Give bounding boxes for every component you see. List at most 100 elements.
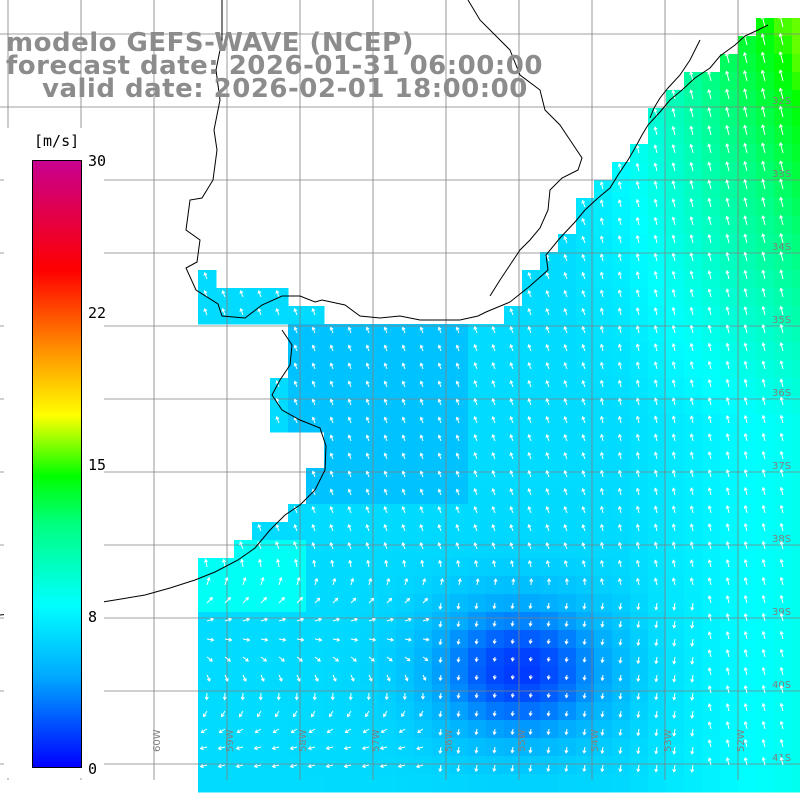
wind-vector-arrow <box>546 254 550 262</box>
wind-vector-arrow <box>619 638 622 645</box>
wind-speed-cell <box>666 450 685 469</box>
wind-vector-arrow <box>726 559 730 568</box>
wind-vector-arrowhead <box>707 541 712 546</box>
wind-vector-arrowhead <box>707 288 712 293</box>
wind-speed-cell <box>774 198 793 217</box>
wind-vector-arrowhead <box>653 541 658 546</box>
wind-vector-arrowhead <box>199 764 204 769</box>
wind-vector-arrow <box>278 674 283 682</box>
wind-vector-arrowhead <box>564 731 569 736</box>
wind-speed-cell <box>288 594 307 613</box>
wind-vector-arrowhead <box>779 160 784 165</box>
wind-vector-arrowhead <box>707 179 712 184</box>
wind-speed-cell <box>342 576 361 595</box>
wind-speed-cell <box>702 576 721 595</box>
wind-vector-arrowhead <box>473 542 478 546</box>
wind-vector-arrowhead <box>397 764 402 768</box>
wind-vector-arrowhead <box>599 217 604 222</box>
wind-vector-arrowhead <box>240 696 245 701</box>
wind-vector-arrow <box>368 674 373 682</box>
wind-vector-arrow <box>672 361 676 370</box>
wind-speed-cell <box>792 702 800 721</box>
wind-speed-cell <box>540 288 559 307</box>
wind-vector-arrow <box>528 434 532 442</box>
wind-speed-cell <box>522 576 541 595</box>
wind-speed-cell <box>360 324 379 343</box>
wind-vector-arrowhead <box>743 469 748 473</box>
wind-speed-cell <box>252 306 271 325</box>
wind-speed-cell <box>306 756 325 775</box>
wind-vector-arrowhead <box>401 380 406 385</box>
wind-speed-cell <box>216 288 235 307</box>
wind-vector-arrowhead <box>401 488 406 493</box>
wind-vector-arrowhead <box>743 142 748 147</box>
wind-speed-cell <box>594 432 613 451</box>
wind-vector-arrow <box>330 345 334 352</box>
wind-vector-arrow <box>600 398 604 406</box>
wind-vector-arrowhead <box>546 694 551 699</box>
wind-vector-arrowhead <box>527 542 532 547</box>
wind-speed-cell <box>576 558 595 577</box>
wind-vector-arrow <box>762 595 766 604</box>
wind-speed-cell <box>522 414 541 433</box>
wind-vector-arrowhead <box>672 768 677 773</box>
wind-vector-arrowhead <box>275 524 280 528</box>
wind-vector-arrow <box>366 453 370 460</box>
wind-speed-cell <box>738 54 757 73</box>
wind-vector-arrowhead <box>401 326 406 331</box>
wind-vector-arrowhead <box>383 326 388 331</box>
wind-speed-cell <box>576 288 595 307</box>
wind-vector-arrowhead <box>296 576 301 581</box>
wind-vector-arrow <box>708 71 712 82</box>
wind-vector-arrow <box>546 452 550 460</box>
wind-speed-cell <box>324 396 343 415</box>
wind-vector-arrowhead <box>457 578 462 582</box>
wind-vector-arrowhead <box>491 326 496 330</box>
wind-vector-arrow <box>456 489 460 496</box>
wind-speed-cell <box>576 396 595 415</box>
wind-speed-cell <box>432 360 451 379</box>
wind-vector-arrowhead <box>617 343 622 348</box>
wind-vector-arrowhead <box>228 637 233 642</box>
wind-vector-arrowhead <box>707 379 712 383</box>
wind-speed-cell <box>774 18 793 37</box>
wind-vector-arrowhead <box>581 560 586 564</box>
wind-vector-arrow <box>510 380 514 388</box>
wind-vector-arrow <box>672 560 676 568</box>
wind-speed-cell <box>486 324 505 343</box>
wind-vector-arrowhead <box>689 270 694 275</box>
wind-vector-arrowhead <box>203 713 207 718</box>
wind-vector-arrow <box>366 524 370 532</box>
wind-vector-arrowhead <box>510 559 514 564</box>
wind-vector-arrowhead <box>564 658 569 663</box>
wind-speed-cell <box>738 450 757 469</box>
wind-vector-arrowhead <box>689 361 694 365</box>
wind-vector-arrow <box>456 327 460 334</box>
wind-vector-arrow <box>780 523 784 532</box>
wind-speed-cell <box>360 738 379 757</box>
wind-vector-arrow <box>726 288 730 298</box>
wind-vector-arrowhead <box>707 215 712 220</box>
wind-vector-arrowhead <box>689 433 694 438</box>
wind-speed-cell <box>738 558 757 577</box>
wind-vector-arrowhead <box>635 289 640 294</box>
wind-vector-arrow <box>368 656 375 662</box>
wind-vector-arrow <box>744 505 748 514</box>
wind-vector-arrowhead <box>545 326 550 330</box>
wind-vector-arrowhead <box>365 524 370 528</box>
wind-vector-arrow <box>744 577 748 586</box>
wind-speed-cell <box>720 378 739 397</box>
wind-vector-arrow <box>762 703 766 712</box>
wind-speed-cell <box>486 576 505 595</box>
wind-vector-arrow <box>380 746 388 750</box>
wind-vector-arrow <box>420 345 424 352</box>
wind-vector-arrowhead <box>293 524 298 528</box>
wind-vector-arrow <box>404 656 411 662</box>
wind-vector-arrowhead <box>653 523 658 528</box>
wind-speed-cell <box>414 432 433 451</box>
wind-vector-arrowhead <box>491 362 496 366</box>
wind-speed-cell <box>630 252 649 271</box>
wind-speed-cell <box>792 36 800 55</box>
wind-speed-cell <box>648 234 667 253</box>
wind-vector-arrowhead <box>372 637 377 642</box>
